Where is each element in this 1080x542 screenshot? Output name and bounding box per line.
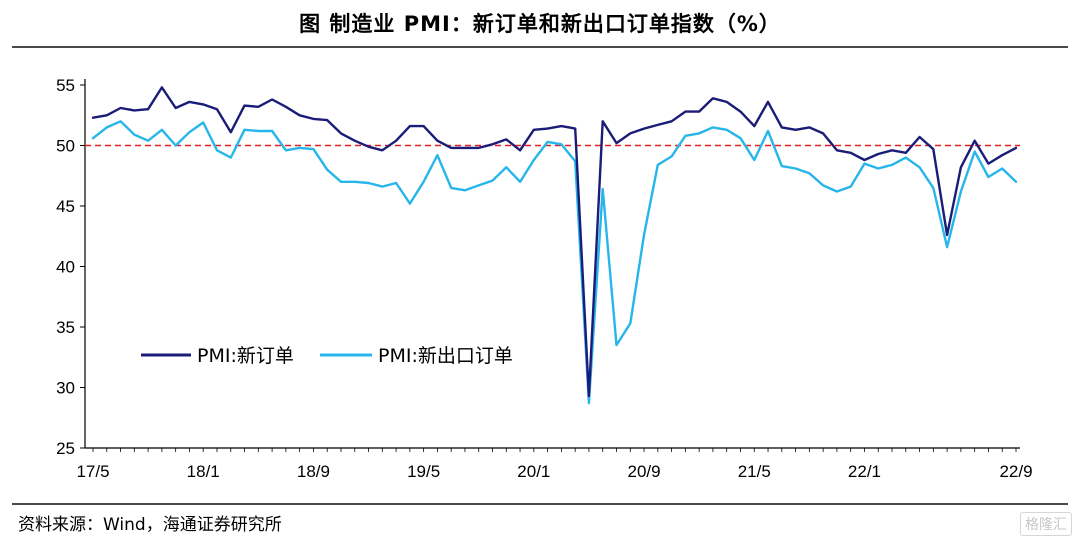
x-tick-label: 17/5 bbox=[76, 462, 109, 481]
y-tick-label: 50 bbox=[56, 137, 75, 156]
legend-label-new-export-orders: PMI:新出口订单 bbox=[378, 345, 513, 367]
y-tick-label: 30 bbox=[56, 379, 75, 398]
series-line-new-export-orders bbox=[91, 120, 1018, 405]
x-tick-label: 18/9 bbox=[297, 462, 330, 481]
x-tick-label: 18/1 bbox=[187, 462, 220, 481]
x-tick-label: 21/5 bbox=[738, 462, 771, 481]
top-divider bbox=[12, 46, 1068, 48]
watermark-logo: 格隆汇 bbox=[1020, 512, 1072, 536]
x-tick-label: 22/9 bbox=[999, 462, 1032, 481]
line-chart: 25 30 35 40 45 50 55 17/5 18/1 18/9 19/5 20/1 20/9 21… bbox=[56, 76, 1032, 481]
y-tick-label: 55 bbox=[56, 76, 75, 95]
legend-label-new-orders: PMI:新订单 bbox=[197, 345, 294, 367]
bottom-divider bbox=[12, 503, 1068, 505]
y-tick-label: 35 bbox=[56, 318, 75, 337]
y-tick-label: 40 bbox=[56, 258, 75, 277]
chart-axes: 25 30 35 40 45 50 55 17/5 18/1 18/9 19/5 20/1 20/9 21… bbox=[56, 76, 1032, 481]
chart-title: 图 制造业 PMI：新订单和新出口订单指数（%） bbox=[299, 12, 781, 36]
x-tick-label: 22/1 bbox=[848, 462, 881, 481]
x-tick-label: 20/1 bbox=[517, 462, 550, 481]
x-tick-label: 19/5 bbox=[407, 462, 440, 481]
series-line-new-orders bbox=[91, 86, 1018, 398]
series-group bbox=[91, 86, 1018, 405]
y-tick-label: 45 bbox=[56, 197, 75, 216]
y-tick-label: 25 bbox=[56, 439, 75, 458]
chart-legend: PMI:新订单 PMI:新出口订单 bbox=[141, 345, 513, 367]
source-note: 资料来源：Wind，海通证券研究所 bbox=[18, 515, 282, 535]
x-tick-label: 20/9 bbox=[627, 462, 660, 481]
